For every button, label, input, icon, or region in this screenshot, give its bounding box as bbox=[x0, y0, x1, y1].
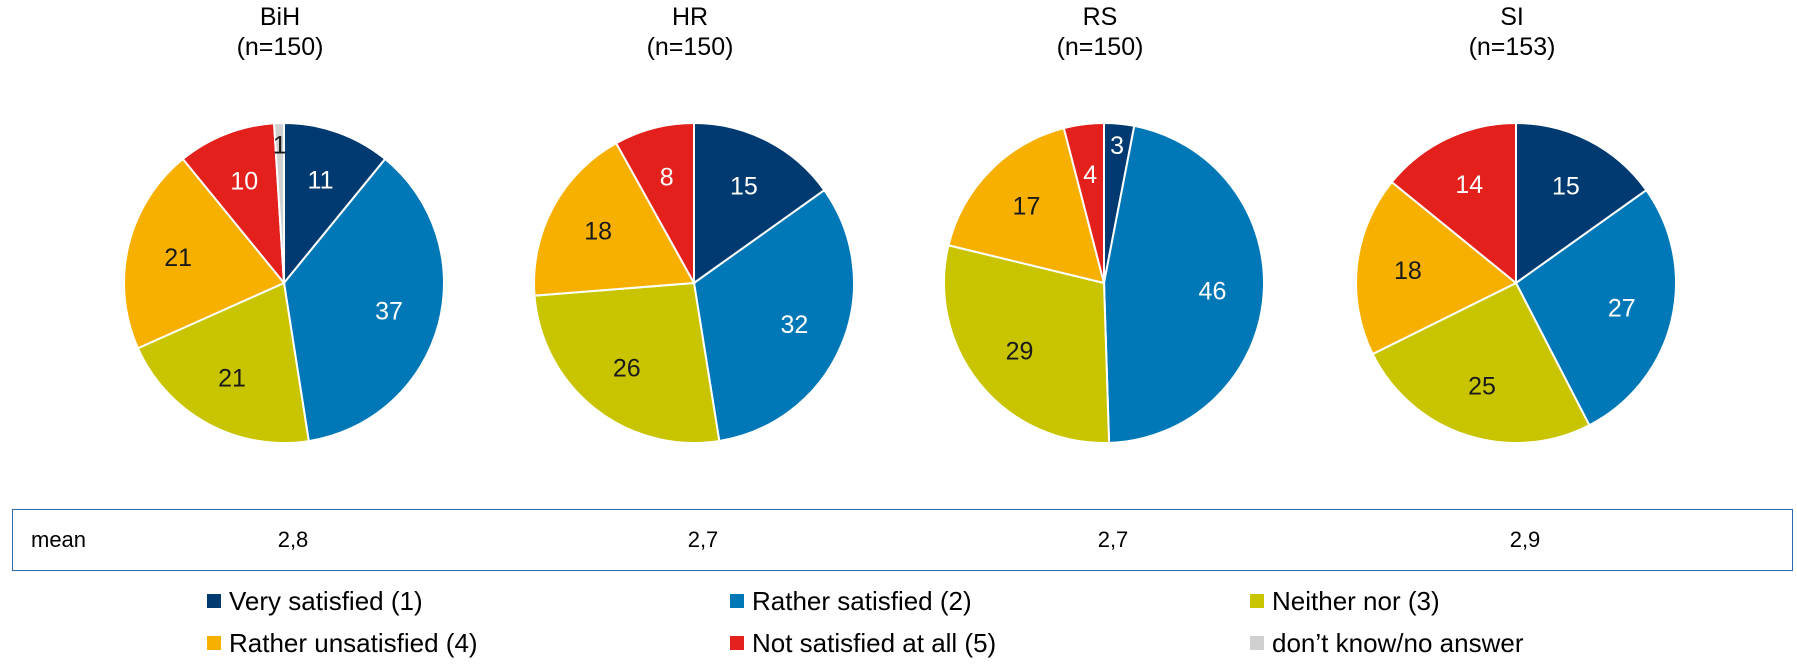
pie-slice-rather-satisfied bbox=[1514, 188, 1677, 427]
data-label-rather-unsatisfied: 21 bbox=[164, 244, 192, 272]
pie-slice-very-satisfied bbox=[1515, 121, 1648, 285]
mean-value-bih: 2,8 bbox=[277, 527, 309, 552]
pie-slice-not-satisfied bbox=[614, 121, 695, 287]
pie-slice-rather-unsatisfied bbox=[947, 126, 1106, 285]
data-label-rather-unsatisfied: 17 bbox=[1013, 193, 1041, 221]
chart-title-name: HR bbox=[671, 3, 709, 31]
legend-swatch bbox=[1250, 636, 1264, 650]
data-label-rather-satisfied: 37 bbox=[375, 297, 403, 325]
legend-swatch bbox=[1250, 594, 1264, 608]
mean-value-si: 2,9 bbox=[1509, 527, 1541, 552]
data-label-very-satisfied: 3 bbox=[1110, 132, 1124, 160]
pie-hr: 15 32 26 18 8 bbox=[533, 121, 855, 444]
data-label-rather-satisfied: 46 bbox=[1199, 278, 1227, 306]
pie-slice-neither-nor bbox=[943, 244, 1111, 444]
pie-slice-neither-nor bbox=[1371, 281, 1591, 444]
legend-swatch bbox=[207, 636, 221, 650]
legend-label: Rather unsatisfied (4) bbox=[229, 628, 478, 658]
data-label-rather-unsatisfied: 18 bbox=[1394, 257, 1422, 285]
chart-title-n: (n=150) bbox=[646, 33, 734, 61]
data-label-not-satisfied: 8 bbox=[660, 164, 674, 192]
mean-row: mean 2,8 2,7 2,7 2,9 bbox=[12, 509, 1793, 571]
legend-item-not-satisfied: Not satisfied at all (5) bbox=[730, 628, 996, 658]
data-label-neither-nor: 21 bbox=[218, 365, 246, 393]
mean-label: mean bbox=[31, 527, 87, 552]
pie-slice-rather-unsatisfied bbox=[1355, 180, 1518, 356]
pie-slice-neither-nor bbox=[136, 281, 310, 444]
chart-title-name: BiH bbox=[259, 3, 301, 31]
data-label-rather-satisfied: 27 bbox=[1608, 295, 1636, 323]
chart-title-name: RS bbox=[1082, 3, 1118, 31]
legend-label: Neither nor (3) bbox=[1272, 586, 1440, 616]
pie-slice-not-satisfied bbox=[181, 122, 286, 287]
data-label-dont-know: 1 bbox=[273, 131, 287, 159]
data-label-very-satisfied: 15 bbox=[730, 172, 758, 200]
data-label-very-satisfied: 15 bbox=[1552, 172, 1580, 200]
chart-title-n: (n=150) bbox=[236, 33, 324, 61]
pie-slice-dont-know bbox=[272, 121, 285, 284]
chart-title-si: SI (n=153) bbox=[1402, 2, 1622, 62]
pie-si: 15 27 25 18 14 bbox=[1355, 121, 1677, 444]
pie-bih: 11 37 21 21 10 1 bbox=[123, 121, 445, 444]
pie-slice-very-satisfied bbox=[693, 121, 826, 285]
pie-slice-not-satisfied bbox=[1062, 121, 1105, 284]
data-label-very-satisfied: 11 bbox=[308, 167, 334, 195]
data-label-not-satisfied: 4 bbox=[1083, 161, 1097, 189]
chart-title-name: SI bbox=[1500, 3, 1524, 31]
data-label-neither-nor: 29 bbox=[1006, 338, 1034, 366]
data-label-rather-unsatisfied: 18 bbox=[584, 218, 612, 246]
pie-slice-rather-unsatisfied bbox=[123, 157, 286, 350]
mean-value-hr: 2,7 bbox=[687, 527, 719, 552]
mean-value-rs: 2,7 bbox=[1097, 527, 1129, 552]
legend-item-neither-nor: Neither nor (3) bbox=[1250, 586, 1440, 616]
data-label-not-satisfied: 10 bbox=[230, 168, 258, 196]
pie-slice-rather-satisfied bbox=[1102, 124, 1265, 444]
pie-slice-neither-nor bbox=[533, 281, 721, 444]
data-label-neither-nor: 25 bbox=[1468, 372, 1496, 400]
chart-title-n: (n=153) bbox=[1468, 33, 1556, 61]
pie-charts: 11 37 21 21 10 1 15 32 26 18 8 3 46 29 17 4 15 27 25 18 14 bbox=[123, 121, 1677, 444]
legend-item-rather-satisfied: Rather satisfied (2) bbox=[730, 586, 972, 616]
legend-item-dont-know: don’t know/no answer bbox=[1250, 628, 1523, 658]
legend-item-rather-unsatisfied: Rather unsatisfied (4) bbox=[207, 628, 478, 658]
legend-label: Rather satisfied (2) bbox=[752, 586, 972, 616]
pie-slice-very-satisfied bbox=[283, 121, 387, 286]
legend-swatch bbox=[730, 594, 744, 608]
pie-slice-rather-satisfied bbox=[692, 188, 855, 443]
pie-slice-not-satisfied bbox=[1390, 121, 1517, 286]
data-label-rather-satisfied: 32 bbox=[780, 311, 808, 339]
pie-slice-rather-unsatisfied bbox=[533, 141, 696, 297]
legend-swatch bbox=[730, 636, 744, 650]
chart-title-hr: HR (n=150) bbox=[580, 2, 800, 62]
legend-label: don’t know/no answer bbox=[1272, 628, 1524, 658]
legend-item-very-satisfied: Very satisfied (1) bbox=[207, 586, 423, 616]
pie-rs: 3 46 29 17 4 bbox=[943, 121, 1265, 444]
chart-title-n: (n=150) bbox=[1056, 33, 1144, 61]
chart-title-rs: RS (n=150) bbox=[990, 2, 1210, 62]
legend-label: Not satisfied at all (5) bbox=[752, 628, 997, 658]
legend-swatch bbox=[207, 594, 221, 608]
chart-title-bih: BiH (n=150) bbox=[170, 2, 390, 62]
data-label-not-satisfied: 14 bbox=[1455, 171, 1483, 199]
data-label-neither-nor: 26 bbox=[613, 355, 641, 383]
pie-slice-rather-satisfied bbox=[282, 157, 445, 443]
legend-label: Very satisfied (1) bbox=[229, 586, 423, 616]
